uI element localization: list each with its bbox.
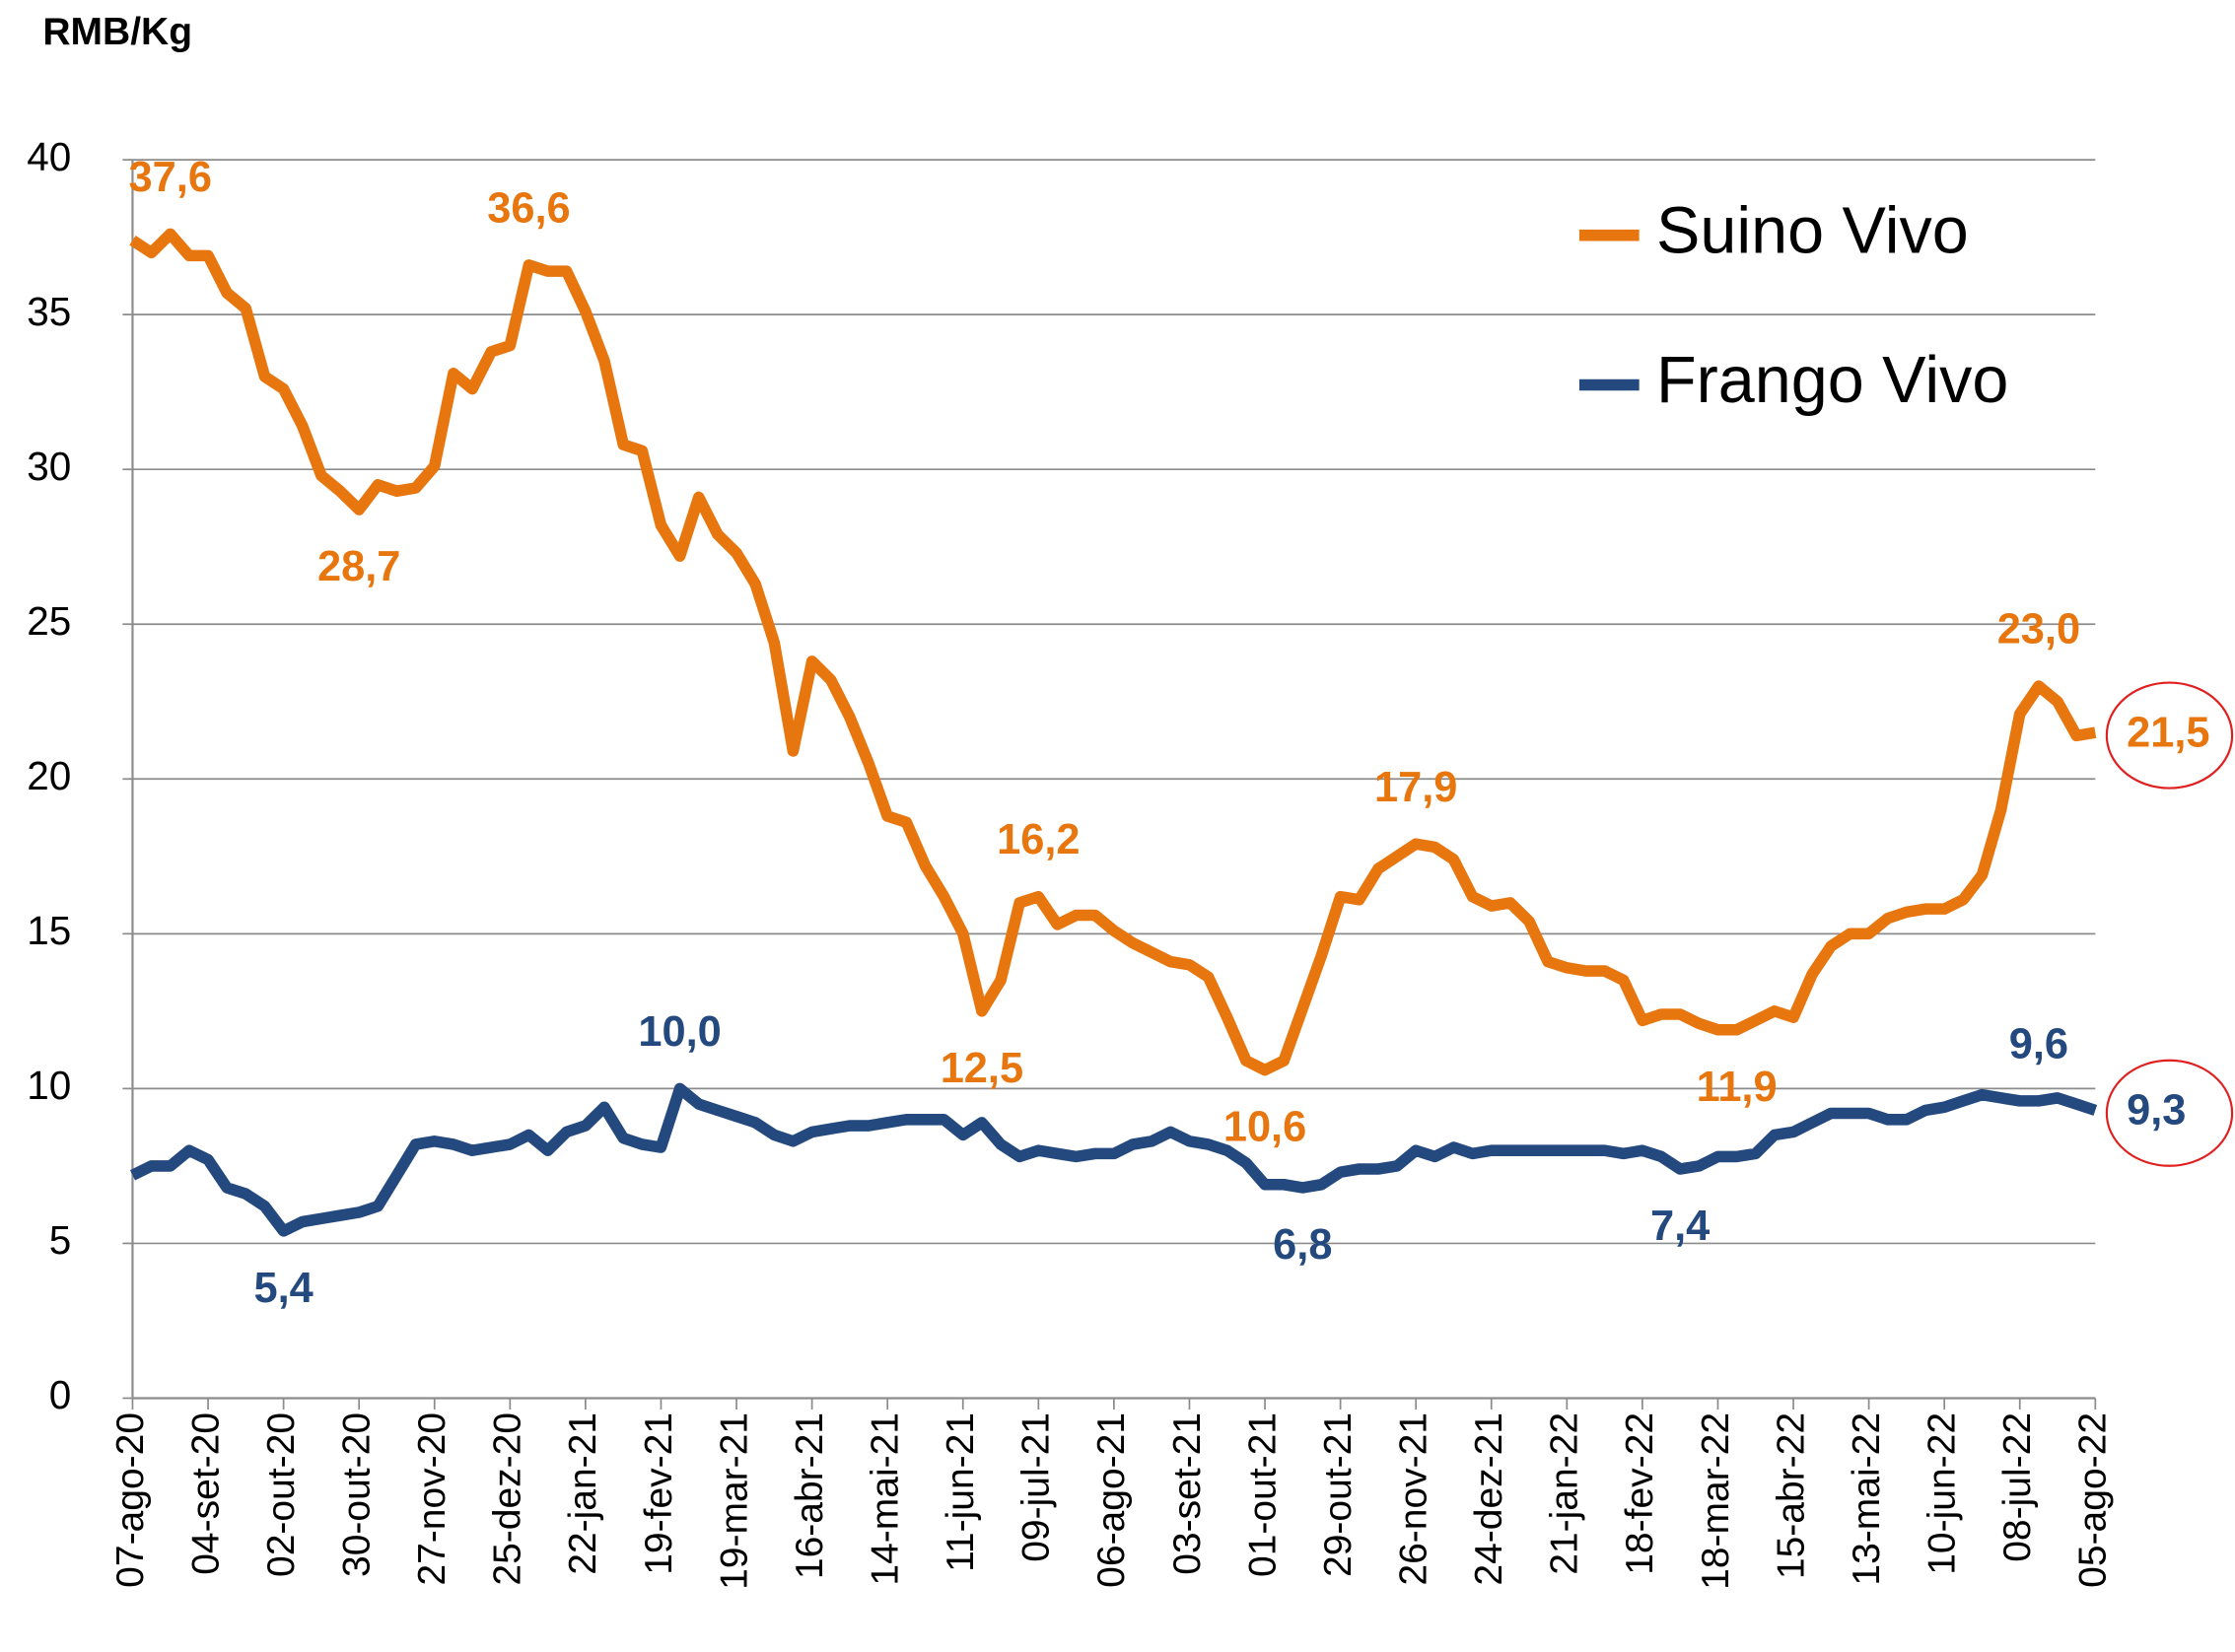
x-tick-label: 25-dez-20 (487, 1412, 529, 1586)
x-tick-label: 06-ago-21 (1090, 1412, 1133, 1588)
x-tick-label: 04-set-20 (184, 1412, 227, 1575)
data-label: 10,6 (1223, 1104, 1306, 1151)
x-tick-label: 27-nov-20 (411, 1412, 454, 1586)
x-tick-label: 07-ago-20 (109, 1412, 152, 1588)
x-tick-label: 26-nov-21 (1392, 1412, 1434, 1586)
x-tick-label: 21-jan-22 (1544, 1412, 1586, 1575)
y-tick-label: 15 (27, 908, 71, 953)
y-tick-label: 30 (27, 444, 71, 489)
y-tick-label: 0 (49, 1372, 72, 1417)
data-label: 12,5 (941, 1045, 1023, 1092)
highlight-circle (2105, 1059, 2234, 1167)
y-axis-title: RMB/Kg (42, 11, 192, 53)
highlight-circle (2105, 681, 2234, 790)
x-tick-label: 03-set-21 (1166, 1412, 1209, 1575)
x-tick-label: 30-out-20 (335, 1412, 378, 1577)
x-tick-label: 19-fev-21 (638, 1412, 680, 1575)
data-label: 36,6 (487, 184, 570, 232)
legend-label: Suino Vivo (1656, 194, 1969, 267)
data-label: 5,4 (253, 1265, 313, 1312)
x-tick-label: 29-out-21 (1317, 1412, 1360, 1577)
x-tick-label: 11-jun-21 (940, 1412, 982, 1572)
y-tick-label: 25 (27, 598, 71, 644)
y-tick-label: 5 (49, 1217, 72, 1263)
x-tick-label: 02-out-20 (260, 1412, 303, 1577)
data-label: 9,6 (2009, 1020, 2068, 1067)
data-label: 10,0 (638, 1008, 721, 1056)
x-tick-label: 19-mar-21 (713, 1412, 755, 1590)
x-tick-label: 18-fev-22 (1619, 1412, 1661, 1575)
x-tick-label: 15-abr-22 (1770, 1412, 1812, 1579)
data-label: 21,5 (2127, 710, 2209, 757)
data-label: 9,3 (2127, 1087, 2186, 1135)
data-label: 7,4 (1650, 1203, 1710, 1250)
x-tick-label: 08-jul-22 (1996, 1412, 2039, 1562)
data-label: 6,8 (1273, 1221, 1332, 1269)
x-tick-label: 22-jan-21 (562, 1412, 604, 1575)
x-tick-label: 16-abr-21 (789, 1412, 831, 1579)
x-tick-label: 05-ago-22 (2072, 1412, 2115, 1588)
legend-label: Frango Vivo (1656, 344, 2008, 417)
series-line (129, 228, 2097, 1076)
x-tick-label: 18-mar-22 (1695, 1412, 1737, 1590)
y-tick-label: 35 (27, 289, 71, 334)
data-label: 23,0 (1997, 606, 2080, 654)
y-tick-label: 10 (27, 1063, 71, 1108)
data-label: 28,7 (317, 543, 400, 590)
x-tick-label: 14-mai-21 (864, 1412, 906, 1586)
data-label: 11,9 (1697, 1064, 1778, 1111)
y-tick-label: 40 (27, 134, 71, 179)
x-tick-label: 01-out-21 (1241, 1412, 1284, 1577)
data-label: 16,2 (997, 816, 1080, 863)
y-tick-label: 20 (27, 753, 71, 798)
x-tick-label: 10-jun-22 (1921, 1412, 1963, 1575)
x-tick-label: 24-dez-21 (1468, 1412, 1510, 1586)
data-label: 17,9 (1374, 764, 1457, 811)
x-tick-label: 13-mai-22 (1846, 1412, 1888, 1586)
series-line (129, 1082, 2098, 1237)
data-label: 37,6 (129, 154, 212, 201)
x-tick-label: 09-jul-21 (1015, 1412, 1058, 1562)
